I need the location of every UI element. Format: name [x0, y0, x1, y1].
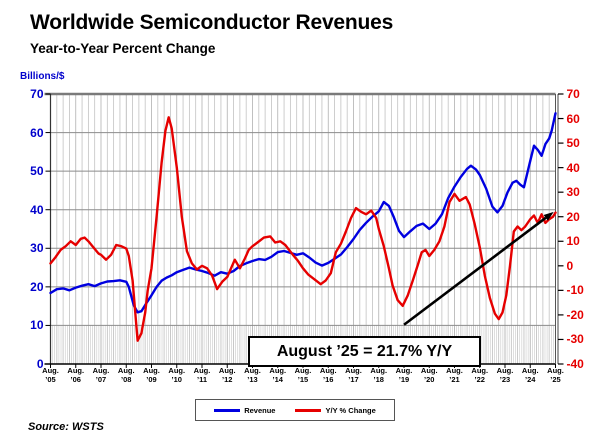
left-axis-tick-label: 30 — [30, 241, 44, 256]
right-axis-tick-label: 10 — [566, 234, 580, 249]
legend-item-yoy-change: Y/Y % Change — [295, 405, 376, 415]
revenue-line — [49, 112, 557, 314]
x-axis-tick-label: Aug. ’10 — [168, 366, 186, 384]
annotation-box: August ’25 = 21.7% Y/Y — [248, 336, 481, 367]
source-label: Source: WSTS — [28, 421, 104, 433]
right-axis-tick-label: 40 — [566, 160, 580, 175]
trend-arrow — [403, 211, 554, 326]
chart-title: Worldwide Semiconductor Revenues — [30, 11, 394, 34]
x-axis-tick-label: Aug. ’08 — [117, 366, 135, 384]
x-axis-tick-label: Aug. ’20 — [420, 366, 438, 384]
legend-item-revenue: Revenue — [214, 406, 275, 415]
x-axis-tick-label: Aug. ’13 — [244, 366, 261, 384]
x-axis-tick-label: Aug. ’12 — [218, 366, 236, 384]
right-axis-tick-label: -20 — [566, 307, 584, 322]
right-axis-tick-label: -10 — [566, 283, 584, 298]
right-axis-tick-label: 30 — [566, 185, 580, 200]
x-axis-tick-label: Aug. ’25 — [547, 366, 564, 384]
x-axis-tick-label: Aug. ’24 — [521, 366, 539, 384]
right-axis-tick-label: -40 — [566, 357, 584, 371]
right-axis-tick-label: 50 — [566, 136, 580, 151]
x-axis-tick-label: Aug. ’05 — [42, 366, 59, 384]
gridlines — [50, 94, 556, 365]
x-axis-tick-label: Aug. ’19 — [395, 366, 413, 384]
annotation-text: August ’25 = 21.7% Y/Y — [276, 342, 453, 360]
yoy-change-line — [49, 116, 557, 342]
x-axis-tick-label: Aug. ’17 — [345, 366, 362, 384]
x-axis-tick-label: Aug. ’06 — [67, 366, 85, 384]
x-axis-tick-label: Aug. ’07 — [92, 366, 110, 384]
x-axis-tick-label: Aug. ’14 — [269, 366, 287, 384]
left-axis-tick-label: 20 — [30, 279, 44, 294]
left-axis-title: Billions/$ — [20, 71, 65, 82]
legend-label-yoy-change: Y/Y % Change — [325, 405, 376, 415]
left-axis-tick-label: 70 — [30, 87, 44, 101]
left-axis-tick-label: 10 — [30, 318, 44, 333]
x-axis-tick-label: Aug. ’11 — [193, 366, 211, 384]
x-axis-tick-label: Aug. ’23 — [496, 366, 514, 384]
left-axis-tick-label: 50 — [30, 164, 44, 179]
right-axis-tick-label: 0 — [566, 258, 574, 273]
x-axis-tick-label: Aug. ’18 — [370, 366, 388, 384]
x-axis-tick-label: Aug. ’21 — [446, 366, 463, 384]
left-axis-tick-label: 0 — [36, 357, 44, 371]
plot-border-and-ticks — [44, 92, 564, 368]
chart-subtitle: Year-to-Year Percent Change — [30, 41, 216, 56]
legend-label-revenue: Revenue — [244, 405, 276, 415]
right-axis-tick-label: 70 — [566, 87, 580, 101]
x-axis-tick-label: Aug. ’22 — [471, 366, 489, 384]
left-axis-tick-label: 40 — [30, 202, 44, 217]
left-axis-tick-label: 60 — [30, 125, 44, 140]
revenue-line-swatch — [214, 408, 241, 412]
yoy-change-line-swatch — [295, 408, 322, 412]
right-axis-tick-label: 60 — [566, 111, 580, 126]
legend: Revenue Y/Y % Change — [195, 399, 395, 421]
right-axis-tick-label: -30 — [566, 332, 584, 347]
x-axis-tick-label: Aug. ’16 — [319, 366, 337, 384]
right-axis-tick-label: 20 — [566, 209, 580, 224]
x-axis-tick-label: Aug. ’15 — [294, 366, 312, 384]
x-axis-tick-label: Aug. ’09 — [143, 366, 160, 384]
